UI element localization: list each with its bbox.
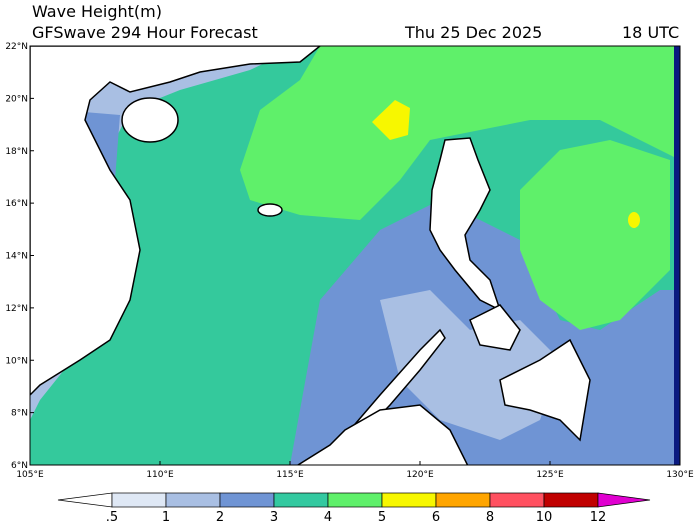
colorbar-box [273,492,329,508]
lon-label: 125°E [536,470,564,480]
land [30,46,322,397]
colorbar-box [219,492,275,508]
colorbar-box [111,492,167,508]
colorbar: .5 1 2 3 4 5 6 8 10 12 [57,492,651,525]
colorbar-label: 3 [270,510,278,525]
colorbar-label: 5 [378,510,386,525]
island [469,304,521,351]
island [499,338,591,442]
lat-label: 14°N [5,252,28,262]
edge-band [674,46,680,465]
time: 18 UTC [622,23,679,42]
lat-label: 22°N [5,42,28,52]
colorbar-label: 8 [486,510,494,525]
colorbar-label: 2 [216,510,224,525]
lat-label: 6°N [11,461,28,471]
island [121,97,179,143]
colorbar-end [597,492,651,508]
colorbar-label: 12 [590,510,607,525]
colorbar-end [57,492,113,508]
lon-label: 110°E [146,470,174,480]
high-zone [520,140,670,330]
subtitle: GFSwave 294 Hour Forecast [32,23,258,42]
lat-label: 16°N [5,199,28,209]
lat-label: 12°N [5,304,28,314]
lon-label: 120°E [406,470,434,480]
high-zone [240,46,680,220]
peak-zone [628,212,640,228]
lat-label: 18°N [5,147,28,157]
lat-label: 20°N [5,94,28,104]
colorbar-box [381,492,437,508]
lon-label: 115°E [276,470,304,480]
lon-label: 105°E [16,470,44,480]
peak-zone [372,100,410,140]
island [429,137,502,312]
colorbar-box [165,492,221,508]
colorbar-box [435,492,491,508]
colorbar-box [327,492,383,508]
lat-label: 8°N [11,409,28,419]
colorbar-label: .5 [106,510,118,525]
date: Thu 25 Dec 2025 [404,23,542,42]
lat-label: 10°N [5,356,28,366]
colorbar-label: 1 [162,510,170,525]
colorbar-box [489,492,545,508]
island [257,203,283,217]
colorbar-box [543,492,599,508]
title: Wave Height(m) [32,2,162,21]
land [296,404,469,465]
map [29,45,681,466]
lon-label: 130°E [666,470,694,480]
colorbar-label: 10 [536,510,553,525]
colorbar-label: 6 [432,510,440,525]
colorbar-label: 4 [324,510,332,525]
